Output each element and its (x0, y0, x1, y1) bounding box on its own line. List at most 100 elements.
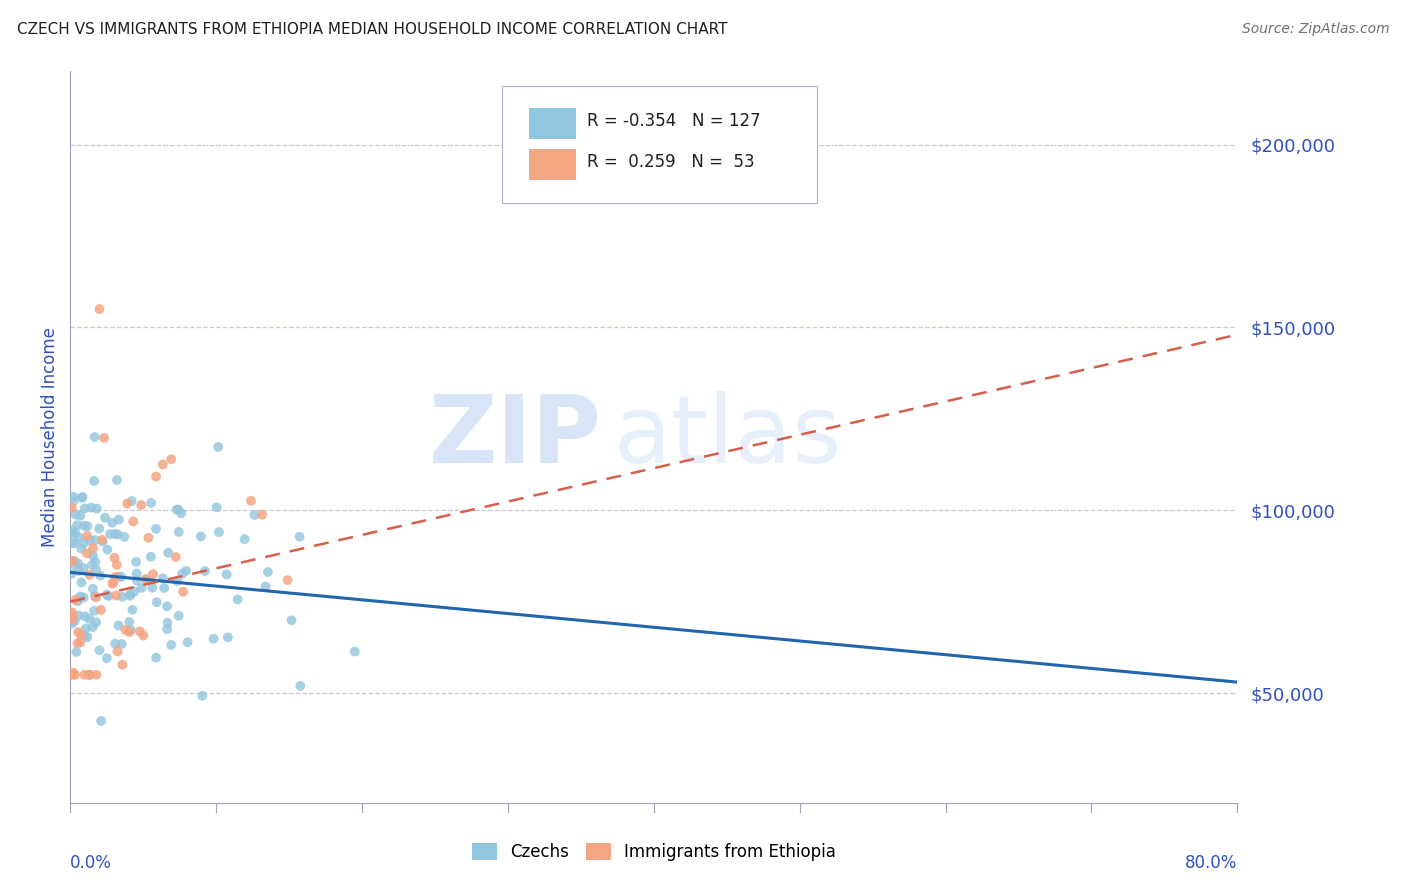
Point (139, 549, 162, 564)
Point (166, 502, 188, 516)
Point (112, 530, 135, 544)
Point (217, 631, 239, 645)
Point (86, 501, 108, 516)
Point (240, 493, 263, 508)
Point (128, 624, 150, 639)
Point (152, 571, 174, 585)
Point (118, 615, 141, 629)
Point (73, 609, 96, 624)
Point (83, 589, 105, 603)
Point (145, 522, 167, 536)
Point (124, 584, 146, 599)
Point (104, 570, 127, 584)
Point (135, 572, 157, 586)
Point (104, 637, 127, 651)
Point (91, 533, 114, 547)
Point (79, 533, 101, 548)
Point (120, 589, 142, 603)
Point (65, 508, 87, 522)
Point (84, 615, 107, 630)
Point (114, 623, 136, 637)
Point (138, 531, 160, 545)
Point (66, 557, 89, 571)
Point (60, 500, 83, 515)
Point (107, 618, 129, 632)
Point (250, 508, 273, 522)
Point (141, 581, 163, 595)
Point (82, 549, 104, 563)
Point (83, 474, 105, 488)
Point (101, 516, 124, 530)
Point (76, 630, 98, 644)
Point (62, 490, 84, 504)
Point (82, 582, 104, 596)
Point (167, 608, 190, 623)
Point (62, 665, 84, 680)
Point (120, 587, 142, 601)
Point (70, 541, 93, 556)
Point (277, 573, 299, 587)
Point (156, 599, 179, 614)
Point (83, 604, 105, 618)
Point (67, 531, 90, 545)
Point (65, 558, 87, 572)
Point (115, 497, 138, 511)
Point (90, 714, 112, 728)
Point (63, 614, 86, 628)
Point (62, 536, 84, 550)
Point (94, 510, 117, 524)
Point (105, 473, 128, 487)
Point (157, 546, 180, 560)
Text: ZIP: ZIP (429, 391, 602, 483)
Point (208, 525, 231, 540)
Point (69, 508, 91, 523)
Point (111, 590, 134, 604)
Point (165, 549, 187, 564)
Point (70, 575, 93, 590)
Point (66, 594, 89, 608)
Point (96, 651, 118, 665)
Point (104, 527, 127, 541)
Point (60, 613, 83, 627)
Point (73, 536, 96, 550)
Point (167, 502, 190, 516)
Point (73, 501, 96, 516)
Point (108, 570, 131, 584)
Point (93, 431, 115, 445)
Point (63, 667, 86, 681)
Point (132, 629, 155, 643)
Point (70, 628, 93, 642)
Point (76, 519, 98, 533)
Point (76, 546, 98, 560)
Point (101, 576, 124, 591)
Point (569, 192, 592, 206)
Text: atlas: atlas (613, 391, 841, 483)
Point (65, 525, 87, 540)
Point (174, 564, 197, 578)
Point (84, 533, 107, 548)
Point (194, 564, 217, 578)
Point (107, 644, 129, 658)
Point (108, 513, 131, 527)
Point (160, 638, 183, 652)
Point (60, 606, 83, 620)
Point (103, 550, 125, 565)
Point (190, 529, 212, 543)
Point (80, 500, 103, 515)
Point (89, 643, 111, 657)
Point (131, 581, 153, 595)
Point (63, 554, 86, 568)
Point (67, 564, 90, 578)
Point (96, 542, 118, 557)
Point (98, 527, 121, 541)
Point (156, 622, 179, 636)
Point (120, 623, 142, 637)
Point (226, 592, 249, 607)
Point (86, 667, 108, 681)
Point (73, 629, 96, 643)
Point (153, 581, 176, 595)
Point (72, 490, 94, 504)
Text: R =  0.259   N =  53: R = 0.259 N = 53 (588, 153, 755, 171)
Point (205, 500, 228, 515)
Point (84, 591, 107, 605)
